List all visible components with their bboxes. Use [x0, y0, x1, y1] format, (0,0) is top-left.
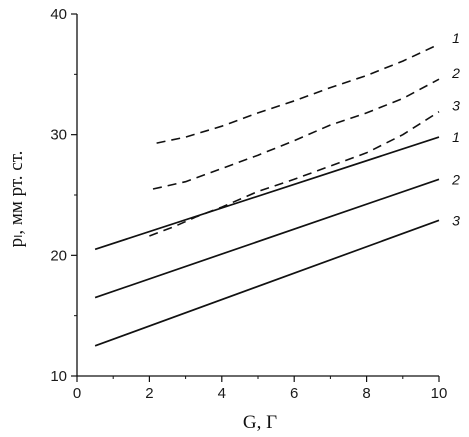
series-line-solid-3 [94, 219, 440, 347]
series-label-dashed-1: 1 [452, 30, 460, 46]
x-tick-label: 2 [145, 385, 153, 402]
series-label-dashed-3: 3 [452, 98, 460, 114]
x-tick-label: 6 [290, 385, 298, 402]
series-lines [94, 43, 440, 347]
x-tick-label: 8 [362, 385, 370, 402]
series-label-solid-3: 3 [452, 212, 460, 228]
series-label-dashed-2: 2 [451, 65, 460, 81]
series-label-solid-1: 1 [452, 129, 460, 145]
x-tick-label: 4 [218, 385, 226, 402]
series-line-solid-1 [94, 136, 440, 251]
x-tick-label: 10 [431, 385, 448, 402]
series-line-solid-2 [94, 178, 440, 299]
y-tick-label: 10 [50, 368, 67, 385]
series-line-dashed-3 [149, 111, 440, 237]
series-line-dashed-1 [156, 43, 440, 144]
series-label-solid-2: 2 [451, 171, 460, 187]
ticks: 0 2 4 6 8 10 10 20 30 40 [50, 6, 447, 402]
y-tick-label: 20 [50, 247, 67, 264]
x-tick-label: 0 [73, 385, 81, 402]
x-axis-title: G, Г [243, 412, 277, 433]
y-tick-label: 30 [50, 127, 67, 144]
y-axis-title: pₗ, мм рт. ст. [6, 151, 27, 248]
series-line-dashed-2 [152, 78, 440, 190]
y-tick-label: 40 [50, 6, 67, 23]
series-labels: 1 2 3 1 2 3 [451, 30, 460, 228]
